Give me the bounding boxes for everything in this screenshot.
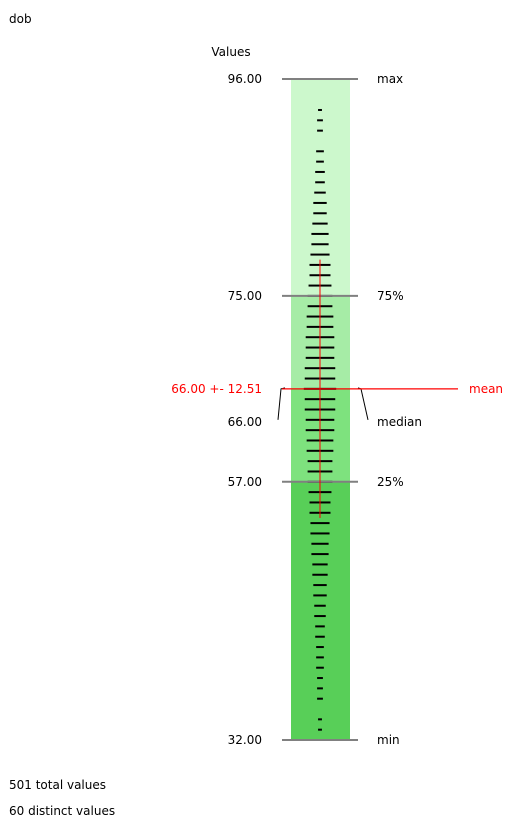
median-marker: 66.00 median	[228, 387, 422, 429]
distribution-tick	[317, 119, 323, 122]
distribution-tick	[314, 191, 326, 194]
distribution-tick	[313, 584, 327, 587]
distribution-tick	[315, 635, 325, 638]
distribution-tick	[315, 170, 325, 173]
q1-value-label: 57.00	[228, 475, 262, 489]
y-axis-label: Values	[211, 45, 250, 59]
distribution-tick	[315, 625, 325, 628]
q3-value-label: 75.00	[228, 289, 262, 303]
q3-label: 75%	[377, 289, 404, 303]
distribution-tick	[316, 160, 324, 163]
median-bracket-left	[277, 387, 286, 420]
total-values-count: 501 total values	[9, 778, 107, 792]
mean-marker: 66.00 +- 12.51 mean	[171, 259, 503, 519]
distribution-tick	[314, 604, 326, 607]
distribution-tick	[313, 212, 327, 215]
median-value-label: 66.00	[228, 415, 262, 429]
distribution-tick	[317, 687, 323, 690]
distribution-tick	[313, 594, 327, 597]
distribution-tick	[316, 150, 324, 153]
distribution-tick	[310, 253, 330, 256]
distribution-tick	[316, 656, 324, 659]
distribution-tick	[310, 522, 330, 525]
distribution-tick	[312, 563, 328, 566]
distribution-tick	[316, 666, 324, 669]
distribution-tick	[316, 646, 324, 649]
distribution-tick	[311, 243, 329, 246]
distribution-tick	[312, 222, 328, 225]
quartile-bands	[291, 79, 350, 740]
median-bracket-right	[357, 387, 369, 420]
distribution-tick	[314, 615, 326, 618]
distribution-tick	[317, 697, 323, 700]
min-label: min	[377, 733, 400, 747]
distribution-tick	[318, 108, 322, 111]
distribution-tick	[318, 728, 322, 731]
distribution-tick	[312, 573, 328, 576]
distribution-tick	[315, 181, 325, 184]
min-value-label: 32.00	[228, 733, 262, 747]
distribution-tick	[318, 718, 322, 721]
distribution-tick	[317, 129, 323, 132]
distribution-tick	[311, 553, 329, 556]
median-label: median	[377, 415, 422, 429]
distinct-values-count: 60 distinct values	[9, 804, 116, 818]
distribution-tick	[317, 677, 323, 680]
band-min-to-q1	[291, 481, 350, 740]
distribution-tick	[311, 232, 329, 235]
mean-label: mean	[469, 382, 503, 396]
q1-label: 25%	[377, 475, 404, 489]
mean-value-label: 66.00 +- 12.51	[171, 382, 262, 396]
variable-name: dob	[9, 12, 32, 26]
distribution-tick	[313, 201, 327, 204]
max-value-label: 96.00	[228, 72, 262, 86]
distribution-tick	[310, 532, 330, 535]
max-label: max	[377, 72, 403, 86]
distribution-tick	[311, 542, 329, 545]
